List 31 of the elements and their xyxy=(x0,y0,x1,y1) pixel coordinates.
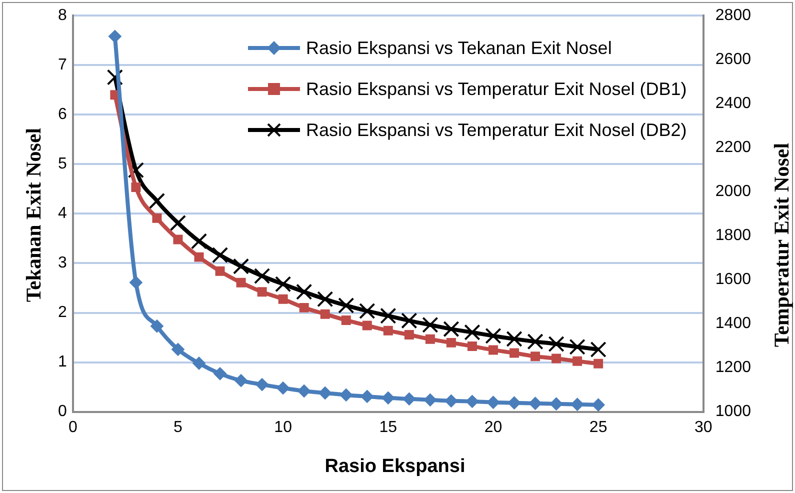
y2-tick-label: 2400 xyxy=(715,95,752,112)
x-tick-label: 10 xyxy=(274,418,292,436)
y-tick-label: 3 xyxy=(58,254,67,272)
x-tick-label: 5 xyxy=(174,418,183,436)
y2-tick-label: 1200 xyxy=(715,359,752,376)
y2-tick-label: 2200 xyxy=(715,139,752,156)
y-tick-label: 1 xyxy=(58,354,67,371)
y-tick-label: 6 xyxy=(58,106,67,124)
y2-tick-label: 2800 xyxy=(715,7,752,24)
x-tick-label: 30 xyxy=(694,418,712,436)
y2-tick-label: 1800 xyxy=(715,227,752,244)
x-tick-label: 15 xyxy=(379,418,398,436)
x-axis-title: Rasio Ekspansi xyxy=(324,456,466,478)
y-tick-label: 5 xyxy=(58,156,67,173)
y-axis-title: Tekanan Exit Nosel xyxy=(22,128,46,302)
y2-tick-label: 1400 xyxy=(715,315,752,332)
y-tick-label: 0 xyxy=(58,403,67,420)
legend-label: Rasio Ekspansi vs Temperatur Exit Nosel (DB1) xyxy=(306,78,687,101)
y-tick-label: 2 xyxy=(58,304,67,322)
y-tick-label: 8 xyxy=(58,7,67,24)
legend-label: Rasio Ekspansi vs Temperatur Exit Nosel (DB2) xyxy=(306,119,687,142)
x-tick-label: 25 xyxy=(589,418,608,436)
y2-axis-title: Temperatur Exit Nosel xyxy=(770,142,794,348)
y2-tick-label: 1000 xyxy=(715,403,752,420)
y-tick-label: 7 xyxy=(58,56,67,74)
y2-tick-label: 2600 xyxy=(715,51,752,68)
x-tick-label: 20 xyxy=(484,418,502,436)
y2-tick-label: 1600 xyxy=(715,271,752,288)
y-tick-label: 4 xyxy=(58,205,67,222)
legend-label: Rasio Ekspansi vs Tekanan Exit Nosel xyxy=(306,37,612,60)
y2-tick-label: 2000 xyxy=(715,183,752,200)
